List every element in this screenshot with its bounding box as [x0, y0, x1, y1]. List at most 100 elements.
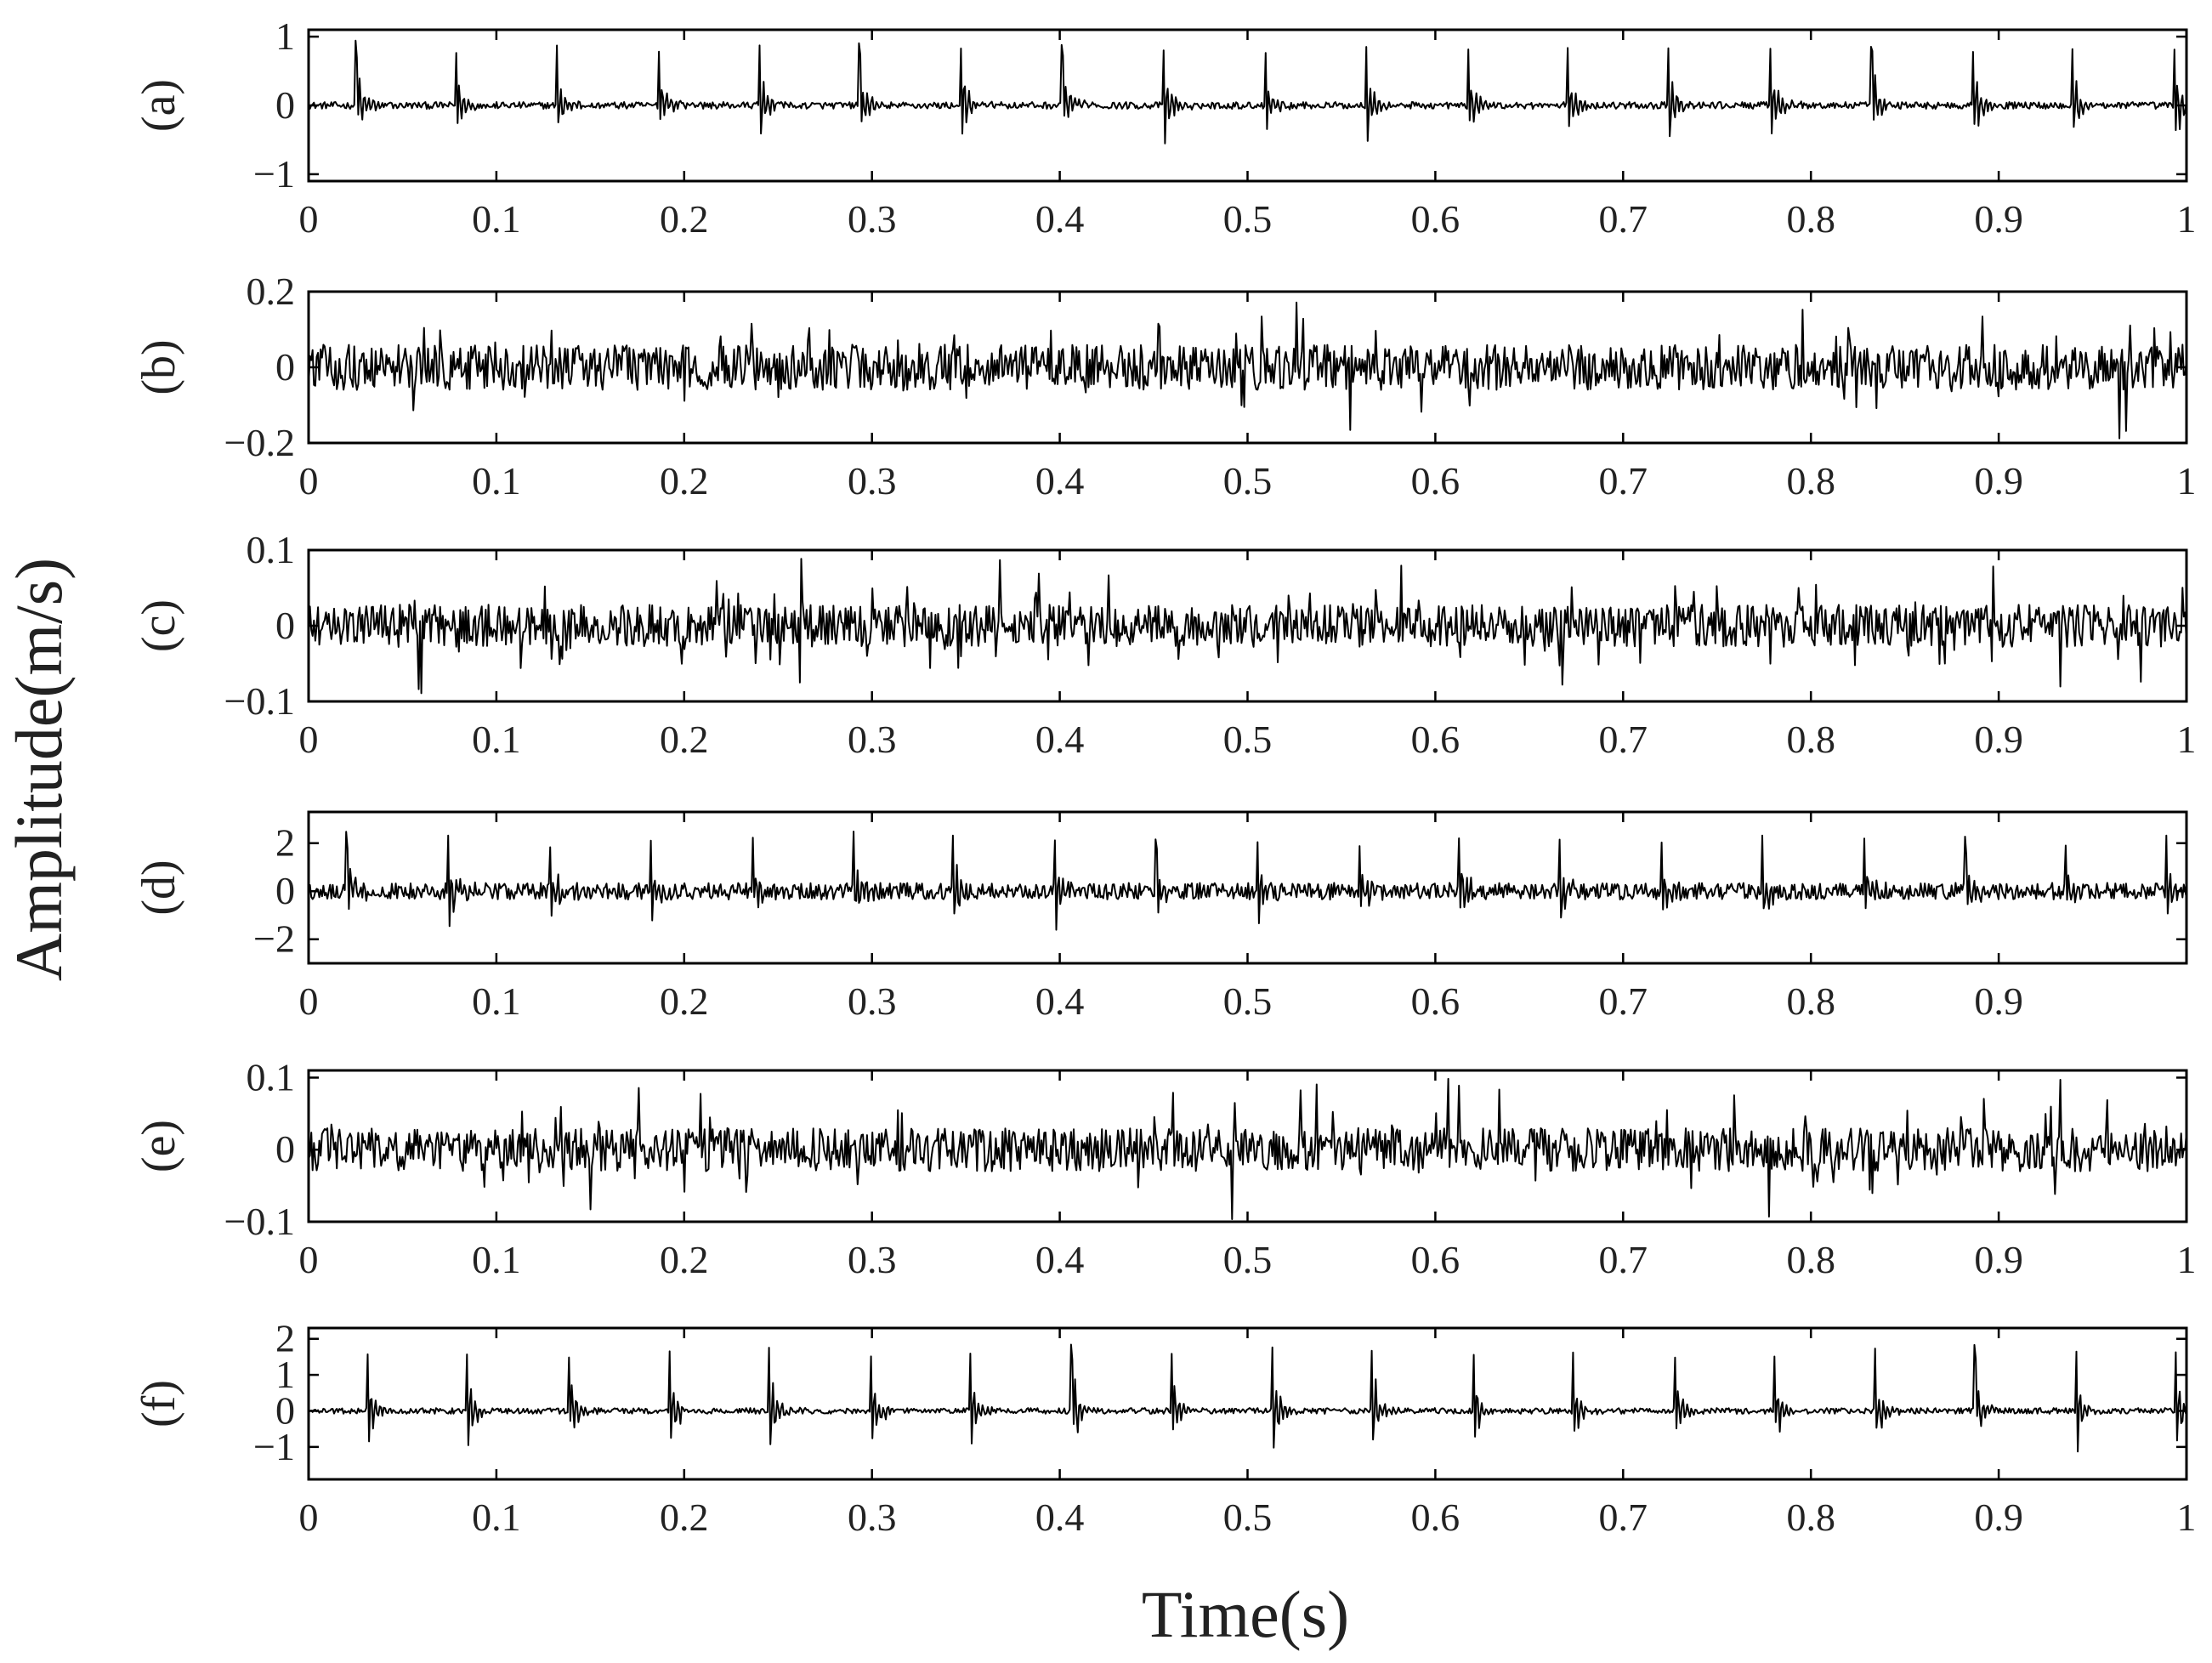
x-tick-label: 0.1: [472, 459, 521, 502]
x-tick-label: 0.2: [660, 459, 709, 502]
x-tick-label: 1: [2177, 718, 2197, 761]
x-tick-label: 0: [299, 1496, 319, 1539]
panel-label: (b): [133, 339, 185, 394]
x-tick-label: 0.7: [1599, 1496, 1648, 1539]
x-tick-label: 1: [2177, 1496, 2197, 1539]
subplot-c: 0 0.1 0.2 0.3 0.4 0.5 0.6 0.7 0.8 0.9 1−0.100.1(c): [133, 528, 2197, 761]
y-tick-label: −2: [253, 917, 295, 961]
x-tick-label: 0.4: [1035, 1238, 1085, 1281]
subplot-a: 0 0.1 0.2 0.3 0.4 0.5 0.6 0.7 0.8 0.9 1−101(a): [133, 14, 2197, 241]
x-tick-label: 0.1: [472, 1496, 521, 1539]
x-tick-label: 0.9: [1974, 1496, 2023, 1539]
y-tick-label: 0: [275, 345, 295, 389]
x-tick-label: 0.3: [848, 979, 897, 1023]
x-tick-label: 0.6: [1411, 1238, 1460, 1281]
x-tick-label: 0.9: [1974, 979, 2023, 1023]
x-tick-label: 0.6: [1411, 197, 1460, 241]
x-tick-label: 0.3: [848, 718, 897, 761]
panel-label: (f): [133, 1380, 185, 1427]
panel-label: (c): [133, 599, 185, 652]
signal-trace: [308, 1343, 2187, 1453]
x-tick-label: 0.7: [1599, 1238, 1648, 1281]
x-tick-label: 0: [299, 197, 319, 241]
x-tick-label: 0.6: [1411, 1496, 1460, 1539]
x-tick-label: 0.3: [848, 197, 897, 241]
x-tick-label: 0: [299, 1238, 319, 1281]
y-axis-title: Amplitude(m/s): [2, 558, 76, 981]
x-tick-label: 0.6: [1411, 459, 1460, 502]
x-tick-label: 0.4: [1035, 197, 1085, 241]
x-tick-label: 0.7: [1599, 718, 1648, 761]
subplot-e: 0 0.1 0.2 0.3 0.4 0.5 0.6 0.7 0.8 0.9 1−0.100.1(e): [133, 1055, 2197, 1281]
x-tick-label: 0.9: [1974, 718, 2023, 761]
x-tick-label: 0.4: [1035, 718, 1085, 761]
x-tick-label: 0: [299, 979, 319, 1023]
signal-trace: [308, 301, 2187, 440]
x-tick-label: 0.2: [660, 979, 709, 1023]
x-tick-label: 0.1: [472, 1238, 521, 1281]
x-axis-title: Time(s): [1142, 1577, 1349, 1651]
x-tick-label: 0.2: [660, 1238, 709, 1281]
x-tick-label: 0.9: [1974, 459, 2023, 502]
x-tick-label: 0.8: [1786, 1496, 1835, 1539]
x-tick-label: 0.4: [1035, 1496, 1085, 1539]
x-tick-label: 1: [2177, 1238, 2197, 1281]
x-tick-label: 0.3: [848, 459, 897, 502]
x-tick-label: 0.5: [1223, 718, 1273, 761]
x-tick-label: 0.4: [1035, 979, 1085, 1023]
x-tick-label: 0.9: [1974, 1238, 2023, 1281]
y-tick-label: −0.2: [224, 421, 295, 464]
x-tick-label: 0: [299, 718, 319, 761]
y-tick-label: −1: [253, 152, 295, 196]
x-tick-label: 0.2: [660, 1496, 709, 1539]
x-tick-label: 0.2: [660, 197, 709, 241]
x-tick-label: 0.1: [472, 979, 521, 1023]
y-tick-label: 0: [275, 869, 295, 912]
x-tick-label: 0.2: [660, 718, 709, 761]
x-tick-label: 1: [2177, 459, 2197, 502]
subplot-b: 0 0.1 0.2 0.3 0.4 0.5 0.6 0.7 0.8 0.9 1−0.200.2(b): [133, 270, 2197, 502]
y-tick-label: 0: [275, 604, 295, 647]
panel-label: (d): [133, 860, 185, 915]
y-tick-label: 0.1: [247, 1055, 296, 1098]
x-tick-label: 1: [2177, 197, 2197, 241]
y-tick-label: 0: [275, 83, 295, 127]
y-tick-label: 2: [275, 1317, 295, 1360]
x-tick-label: 0.8: [1786, 718, 1835, 761]
panel-label: (a): [133, 79, 185, 132]
y-tick-label: 0: [275, 1127, 295, 1171]
y-tick-label: −0.1: [224, 1200, 295, 1243]
x-tick-label: 0.8: [1786, 1238, 1835, 1281]
y-tick-label: 2: [275, 821, 295, 865]
y-tick-label: 1: [275, 14, 295, 58]
x-tick-label: 0: [299, 459, 319, 502]
subplot-panels: 0 0.1 0.2 0.3 0.4 0.5 0.6 0.7 0.8 0.9 1−101(a)0 0.1…: [133, 14, 2197, 1539]
axes-frame: [307, 1326, 2188, 1481]
x-tick-label: 0.8: [1786, 979, 1835, 1023]
y-tick-label: −0.1: [224, 679, 295, 723]
signal-trace: [308, 831, 2187, 931]
x-tick-label: 0.5: [1223, 1238, 1273, 1281]
x-tick-label: 0.8: [1786, 197, 1835, 241]
x-tick-label: 0.1: [472, 718, 521, 761]
x-tick-label: 0.9: [1974, 197, 2023, 241]
signal-trace: [309, 39, 2187, 145]
y-tick-label: 0: [275, 1388, 295, 1432]
y-tick-label: −1: [253, 1425, 295, 1468]
x-tick-label: 0.6: [1411, 979, 1460, 1023]
panel-label: (e): [133, 1120, 185, 1172]
x-tick-label: 0.1: [472, 197, 521, 241]
x-tick-label: 0.3: [848, 1496, 897, 1539]
x-tick-label: 0.5: [1223, 1496, 1273, 1539]
x-tick-label: 0.7: [1599, 197, 1648, 241]
x-tick-label: 0.4: [1035, 459, 1085, 502]
y-tick-label: 0.1: [247, 528, 296, 571]
x-tick-label: 0.5: [1223, 459, 1273, 502]
x-tick-label: 0.5: [1223, 197, 1273, 241]
x-tick-label: 0.6: [1411, 718, 1460, 761]
y-tick-label: 1: [275, 1353, 295, 1396]
x-tick-label: 0.7: [1599, 459, 1648, 502]
x-tick-label: 0.5: [1223, 979, 1273, 1023]
